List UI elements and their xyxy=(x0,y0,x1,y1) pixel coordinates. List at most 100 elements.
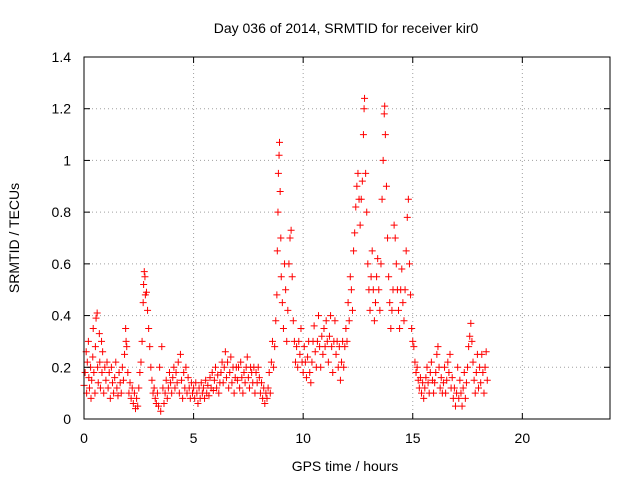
data-point xyxy=(300,343,308,351)
data-point xyxy=(274,169,282,177)
data-point xyxy=(348,306,356,314)
data-point xyxy=(113,384,121,392)
data-point xyxy=(164,384,172,392)
data-point xyxy=(321,343,329,351)
data-point xyxy=(94,379,102,387)
data-point xyxy=(117,389,125,397)
data-point xyxy=(226,368,234,376)
data-point xyxy=(274,208,282,216)
data-point xyxy=(350,247,358,255)
data-point xyxy=(378,195,386,203)
data-point xyxy=(315,312,323,320)
data-point xyxy=(268,337,276,345)
data-point xyxy=(264,384,272,392)
data-points xyxy=(80,94,491,415)
data-point xyxy=(121,350,129,358)
data-point xyxy=(467,319,475,327)
data-point xyxy=(224,358,232,366)
data-point xyxy=(88,376,96,384)
data-point xyxy=(175,389,183,397)
data-point xyxy=(141,273,149,281)
data-point xyxy=(208,368,216,376)
data-point xyxy=(167,379,175,387)
data-point xyxy=(110,389,118,397)
data-point xyxy=(431,379,439,387)
data-point xyxy=(222,374,230,382)
data-point xyxy=(353,182,361,190)
data-point xyxy=(368,247,376,255)
data-point xyxy=(358,177,366,185)
data-point xyxy=(347,286,355,294)
data-point xyxy=(299,368,307,376)
data-point xyxy=(370,317,378,325)
data-point xyxy=(176,350,184,358)
data-point xyxy=(418,389,426,397)
data-point xyxy=(112,358,120,366)
data-point xyxy=(386,299,394,307)
data-point xyxy=(301,358,309,366)
data-point xyxy=(213,384,221,392)
data-point xyxy=(401,286,409,294)
data-point xyxy=(150,384,158,392)
data-point xyxy=(157,407,165,415)
data-point xyxy=(230,389,238,397)
data-point xyxy=(291,358,299,366)
data-point xyxy=(384,234,392,242)
data-point xyxy=(451,402,459,410)
data-point xyxy=(205,392,213,400)
data-point xyxy=(457,389,465,397)
data-point xyxy=(482,348,490,356)
data-point xyxy=(359,131,367,139)
data-point xyxy=(323,337,331,345)
data-point xyxy=(182,363,190,371)
data-point xyxy=(273,291,281,299)
data-point xyxy=(343,337,351,345)
data-point xyxy=(461,394,469,402)
data-point xyxy=(391,234,399,242)
data-point xyxy=(243,353,251,361)
x-tick-label: 20 xyxy=(515,430,531,446)
data-point xyxy=(219,379,227,387)
data-point xyxy=(139,299,147,307)
data-point xyxy=(171,384,179,392)
data-point xyxy=(465,343,473,351)
data-point xyxy=(294,363,302,371)
data-point xyxy=(199,384,207,392)
data-point xyxy=(241,379,249,387)
data-point xyxy=(483,376,491,384)
data-point xyxy=(341,343,349,351)
data-point xyxy=(119,376,127,384)
data-point xyxy=(460,368,468,376)
data-point xyxy=(475,384,482,392)
data-point xyxy=(99,348,107,356)
data-point xyxy=(328,343,336,351)
data-point xyxy=(402,247,410,255)
data-point xyxy=(357,195,365,203)
data-point xyxy=(480,389,488,397)
data-point xyxy=(210,376,218,384)
data-point xyxy=(133,394,141,402)
data-point xyxy=(98,337,106,345)
x-tick-label: 5 xyxy=(190,430,198,446)
data-point xyxy=(356,221,364,229)
data-point xyxy=(459,384,467,392)
data-point xyxy=(276,187,284,195)
data-point xyxy=(267,358,275,366)
data-point xyxy=(295,337,303,345)
y-tick-label: 0.4 xyxy=(52,308,72,324)
data-point xyxy=(466,332,474,340)
data-point xyxy=(413,363,421,371)
data-point xyxy=(122,325,130,332)
data-point xyxy=(124,368,132,376)
y-axis-label: SRMTID / TECUs xyxy=(6,183,22,293)
data-point xyxy=(170,363,178,371)
data-point xyxy=(454,363,462,371)
data-point xyxy=(89,353,97,361)
data-point xyxy=(162,376,170,384)
data-point xyxy=(436,384,444,392)
data-point xyxy=(320,325,328,332)
x-axis-label: GPS time / hours xyxy=(292,458,399,474)
data-point xyxy=(469,358,477,366)
y-tick-label: 0.6 xyxy=(52,256,72,272)
data-point xyxy=(325,332,333,340)
